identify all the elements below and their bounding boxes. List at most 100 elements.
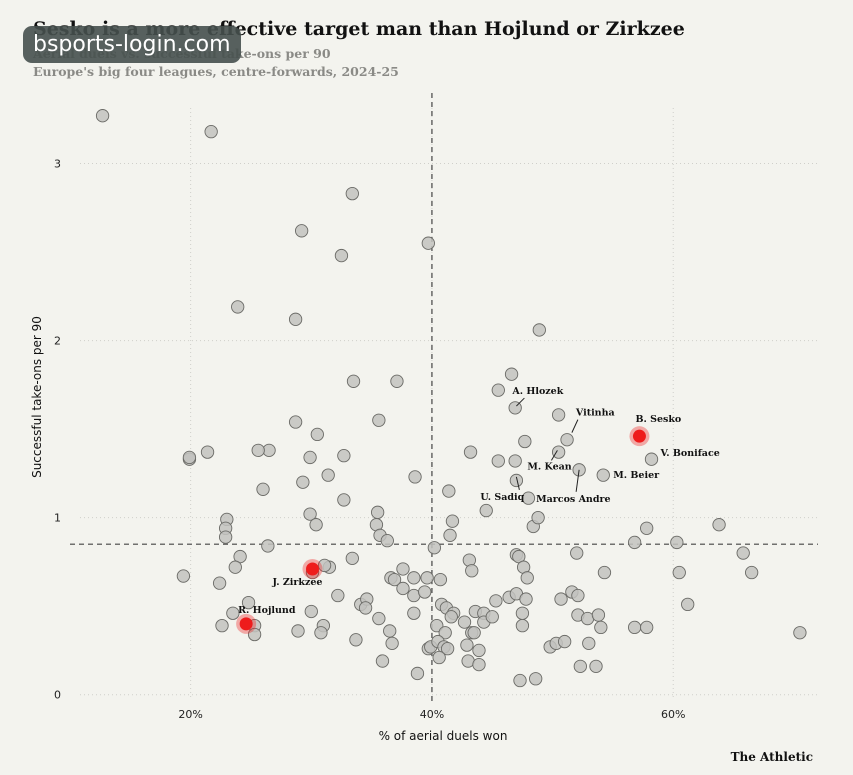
scatter-point	[370, 505, 385, 519]
scatter-point	[491, 383, 505, 397]
scatter-point	[288, 415, 303, 429]
scatter-point	[407, 606, 421, 620]
scatter-point	[597, 565, 612, 580]
y-tick-label: 2	[54, 335, 61, 348]
scatter-point	[303, 450, 317, 465]
scatter-point	[571, 588, 585, 603]
chart-subtitle-line2: Europe's big four leagues, centre-forwar…	[33, 64, 399, 79]
y-tick-label: 0	[54, 689, 61, 702]
scatter-point	[445, 514, 460, 528]
scatter-point	[509, 473, 524, 488]
scatter-point	[407, 571, 421, 585]
scatter-point	[515, 618, 530, 633]
scatter-point	[594, 620, 608, 635]
scatter-point	[241, 595, 256, 610]
scatter-point	[296, 475, 310, 489]
scatter-point	[304, 604, 318, 619]
scatter-point	[532, 323, 546, 337]
scatter-point	[440, 642, 455, 656]
scatter-point	[228, 560, 242, 574]
scatter-point	[551, 408, 566, 422]
scatter-point	[515, 606, 530, 620]
highlight-point-label: R. Hojlund	[238, 605, 296, 616]
scatter-point	[472, 643, 486, 658]
scatter-point	[491, 454, 505, 468]
scatter-point	[644, 452, 659, 466]
scatter-point	[418, 585, 432, 599]
scatter-point	[331, 588, 345, 603]
scatter-point	[489, 594, 503, 608]
scatter-point	[387, 572, 402, 587]
scatter-point	[303, 507, 317, 521]
scatter-point	[572, 463, 586, 477]
scatter-point	[573, 659, 587, 674]
y-tick-label: 1	[54, 512, 61, 525]
point-annotation-label: Vitinha	[575, 408, 615, 419]
scatter-point	[291, 624, 305, 638]
scatter-point	[460, 638, 474, 652]
scatter-point	[444, 610, 458, 624]
scatter-point	[589, 659, 603, 674]
scatter-point	[226, 606, 240, 620]
scatter-point	[375, 654, 390, 668]
scatter-point	[182, 450, 197, 465]
scatter-point	[231, 300, 245, 314]
scatter-point	[95, 109, 110, 123]
scatter-point	[793, 626, 807, 640]
scatter-point	[261, 539, 275, 553]
scatter-point	[321, 468, 335, 482]
scatter-point	[337, 449, 351, 463]
scatter-point	[570, 546, 584, 560]
y-tick-label: 3	[54, 158, 61, 171]
scatter-point	[467, 626, 481, 640]
x-tick-label: 20%	[178, 708, 202, 721]
scatter-point	[463, 445, 478, 459]
scatter-point	[349, 633, 363, 647]
scatter-point	[334, 248, 349, 263]
scatter-point	[627, 620, 642, 635]
scatter-point	[310, 427, 324, 442]
scatter-point	[294, 224, 309, 238]
scatter-point	[372, 413, 386, 427]
scatter-point	[314, 626, 328, 640]
scatter-point	[504, 367, 519, 381]
scatter-point	[247, 627, 262, 642]
scatter-point	[513, 673, 527, 688]
scatter-point	[390, 374, 404, 388]
scatter-point	[396, 581, 410, 596]
scatter-point	[596, 468, 610, 482]
scatter-point	[430, 618, 444, 633]
leader-line	[516, 397, 525, 407]
scatter-point	[380, 533, 394, 548]
scatter-point	[345, 551, 359, 566]
reference-lines	[70, 93, 818, 705]
scatter-point	[337, 493, 351, 507]
scatter-point	[410, 666, 425, 681]
scatter-point	[557, 634, 572, 649]
scatter-point	[443, 528, 457, 542]
scatter-point	[736, 546, 750, 560]
scatter-point	[640, 521, 654, 535]
scatter-point	[309, 518, 323, 532]
point-annotation-label: V. Boniface	[660, 448, 720, 459]
scatter-point	[627, 535, 642, 550]
scatter-point	[508, 454, 522, 468]
scatter-point	[554, 592, 568, 606]
x-tick-label: 60%	[661, 708, 685, 721]
scatter-point	[432, 650, 446, 665]
highlight-point-label: J. Zirkzee	[271, 577, 322, 588]
highlight-point	[632, 429, 646, 443]
scatter-point	[372, 611, 386, 626]
scatter-point	[457, 615, 472, 629]
scatter-point	[212, 576, 227, 590]
leader-line	[571, 419, 579, 433]
scatter-point	[472, 657, 486, 672]
leader-line	[515, 476, 520, 491]
x-tick-label: 40%	[420, 708, 444, 721]
highlight-point-label: B. Sesko	[635, 414, 681, 425]
scatter-point	[204, 124, 218, 139]
scatter-point	[215, 618, 229, 633]
scatter-point	[531, 510, 545, 525]
scatter-point	[421, 236, 435, 250]
